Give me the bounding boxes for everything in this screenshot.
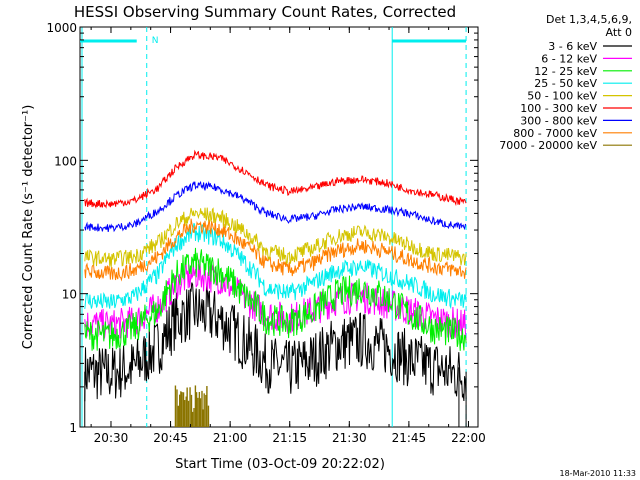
legend-entry-label: 7000 - 20000 keV: [499, 139, 597, 152]
plot-area: N: [79, 26, 479, 428]
plot-frame: [79, 26, 479, 428]
legend-entry-label: 50 - 100 keV: [527, 90, 597, 103]
y-tick-label: 1: [69, 421, 77, 435]
series-line-300-800-kev: [84, 180, 467, 233]
series-line-50-100-kev: [84, 207, 467, 268]
legend-entry-label: 3 - 6 keV: [548, 40, 597, 53]
night-markers: N: [80, 27, 467, 427]
legend-entry-label: 25 - 50 keV: [534, 77, 597, 90]
series-line-800-7000-kev: [84, 218, 467, 282]
legend-entry-label: 100 - 300 keV: [520, 102, 597, 115]
y-tick-label: 100: [54, 154, 77, 168]
y-tick-label: 1000: [46, 21, 77, 35]
legend-header-line-1: Det 1,3,4,5,6,9,: [546, 13, 632, 26]
x-tick-label: 22:00: [451, 431, 486, 445]
legend-entry-label: 6 - 12 keV: [541, 52, 597, 65]
footer-date: 18-Mar-2010 11:33: [560, 469, 637, 478]
x-tick-label: 21:30: [332, 431, 367, 445]
x-tick-label: 21:45: [392, 431, 427, 445]
series-line-3-6-kev: [84, 282, 467, 402]
legend-entry-label: 800 - 7000 keV: [513, 127, 597, 140]
series-line-100-300-kev: [84, 149, 467, 209]
series-line-12-25-kev: [84, 247, 467, 351]
y-axis-ticks: 1 10 100 1000: [46, 21, 478, 435]
night-marker-label: N: [152, 36, 159, 46]
chart-title: HESSI Observing Summary Count Rates, Cor…: [74, 3, 456, 21]
series-line-25-50-kev: [84, 222, 467, 310]
x-tick-label: 20:30: [94, 431, 129, 445]
x-tick-label: 21:00: [213, 431, 248, 445]
legend-entry-label: 12 - 25 keV: [534, 65, 597, 78]
y-tick-label: 10: [62, 288, 77, 302]
x-axis-ticks: 20:30 20:45 21:00 21:15 21:30 21:45 22:00: [90, 27, 486, 445]
x-tick-label: 21:15: [272, 431, 307, 445]
series-layer: [84, 149, 467, 427]
y-axis-label: Corrected Count Rate (s⁻¹ detector⁻¹): [21, 105, 36, 350]
x-axis-label: Start Time (03-Oct-09 20:22:02): [175, 457, 385, 472]
legend-header-line-2: Att 0: [606, 26, 632, 39]
x-tick-label: 20:45: [153, 431, 188, 445]
legend-entry-label: 300 - 800 keV: [520, 114, 597, 127]
series-line-6-12-kev: [84, 259, 467, 341]
